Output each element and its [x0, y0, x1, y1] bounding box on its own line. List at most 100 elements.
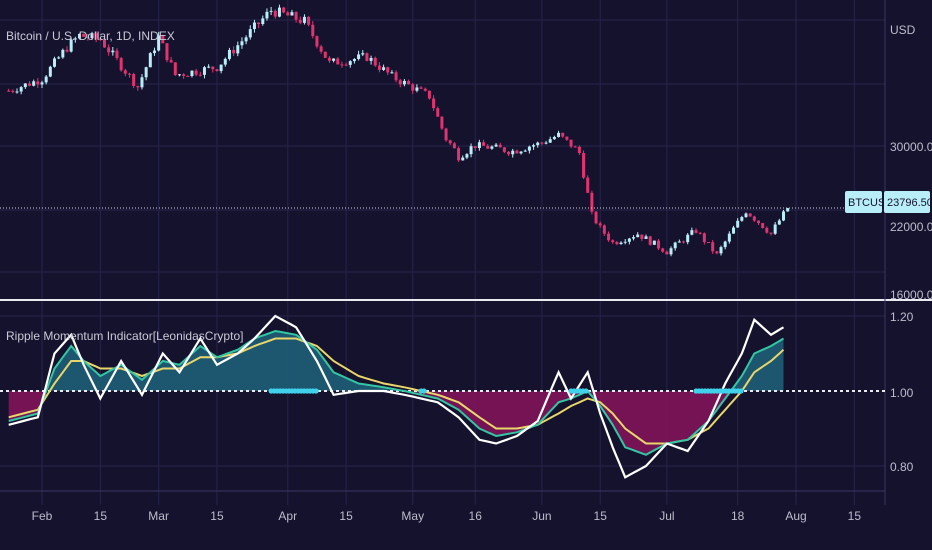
candle-body: [323, 51, 327, 58]
candle-body: [757, 220, 761, 224]
candle-body: [286, 12, 290, 16]
candle-body: [94, 33, 98, 39]
candle-body: [132, 74, 136, 87]
candle-body: [502, 147, 506, 152]
candle-body: [86, 36, 90, 39]
candle-body: [144, 67, 148, 78]
candle-body: [511, 150, 515, 155]
candle-body: [365, 53, 369, 61]
candle-body: [257, 22, 261, 25]
candle-body: [98, 38, 102, 40]
candle-body: [73, 38, 77, 40]
candle-body: [177, 74, 181, 76]
candle-body: [28, 83, 32, 86]
candle-body: [486, 145, 490, 149]
candle-body: [748, 213, 752, 217]
time-tick-11: 18: [731, 509, 745, 523]
candle-body: [569, 139, 573, 147]
signal-marker: [738, 388, 744, 394]
time-tick-1: 15: [94, 509, 108, 523]
candle-body: [657, 240, 661, 249]
candle-body: [773, 224, 777, 234]
candle-body: [523, 150, 527, 152]
candle-body: [694, 230, 698, 233]
candle-body: [36, 81, 40, 85]
candle-body: [536, 142, 540, 146]
candle-body: [677, 241, 681, 243]
candle-body: [636, 234, 640, 238]
candle-body: [340, 64, 344, 66]
candle-body: [248, 29, 252, 38]
candle-body: [632, 237, 636, 239]
candle-body: [627, 238, 631, 242]
candle-body: [740, 217, 744, 221]
candle-body: [598, 223, 602, 226]
candle-body: [32, 81, 36, 86]
grid-lines: [0, 0, 932, 505]
candle-body: [382, 67, 386, 70]
candle-body: [277, 7, 281, 17]
candle-body: [244, 37, 248, 42]
candle-body: [148, 53, 152, 68]
candle-body: [557, 132, 561, 137]
candle-body: [607, 233, 611, 241]
right-axis[interactable]: USD 30000.00 22000.00 16000.00 1.20 1.00…: [890, 23, 932, 474]
candle-body: [640, 234, 644, 239]
candle-body: [119, 58, 123, 71]
candle-body: [457, 148, 461, 161]
candle-body: [452, 143, 456, 149]
candle-body: [490, 146, 494, 149]
candle-body: [427, 90, 431, 99]
candle-body: [361, 53, 365, 55]
candle-body: [223, 58, 227, 65]
candle-body: [227, 49, 231, 59]
last-price-tag-text: 23796.50: [887, 197, 932, 209]
candle-body: [44, 76, 48, 83]
candle-body: [752, 216, 756, 221]
price-candles: [0, 4, 845, 257]
candle-body: [152, 50, 156, 54]
candle-body: [173, 62, 177, 76]
time-axis[interactable]: Feb 15 Mar 15 Apr 15 May 16 Jun 15 Jul 18 Aug 15: [32, 509, 862, 523]
candle-body: [402, 80, 406, 85]
candle-body: [198, 74, 202, 76]
candle-body: [307, 16, 311, 25]
fill-negative: [8, 391, 784, 455]
candle-body: [202, 67, 206, 75]
candle-body: [615, 242, 619, 245]
candle-body: [769, 232, 773, 234]
candle-body: [352, 59, 356, 62]
candle-body: [211, 66, 215, 70]
candle-body: [519, 151, 523, 154]
candle-body: [315, 36, 319, 47]
candle-body: [711, 242, 715, 252]
candle-body: [582, 153, 586, 178]
candle-body: [448, 140, 452, 144]
price-tick-16000: 16000.00: [890, 288, 932, 302]
candle-body: [115, 50, 119, 59]
candle-body: [548, 139, 552, 143]
candle-body: [215, 69, 219, 72]
candle-body: [407, 80, 411, 85]
candle-body: [444, 128, 448, 141]
candle-body: [707, 242, 711, 244]
candle-body: [273, 10, 277, 17]
candle-body: [573, 146, 577, 148]
candle-body: [127, 73, 131, 75]
time-tick-4: Apr: [278, 509, 297, 523]
candle-body: [461, 157, 465, 161]
candle-body: [673, 242, 677, 249]
candle-body: [265, 11, 269, 19]
candle-body: [327, 57, 331, 61]
symbol-price-tag[interactable]: BTCUSD 23796.50: [845, 191, 932, 213]
time-tick-7: 16: [469, 509, 483, 523]
candle-body: [702, 233, 706, 243]
candle-body: [386, 67, 390, 73]
candle-body: [182, 74, 186, 76]
candle-body: [344, 64, 348, 66]
candle-body: [648, 236, 652, 245]
ripple-momentum-line: [8, 314, 785, 479]
indicator-tick-1-00: 1.00: [890, 386, 914, 400]
